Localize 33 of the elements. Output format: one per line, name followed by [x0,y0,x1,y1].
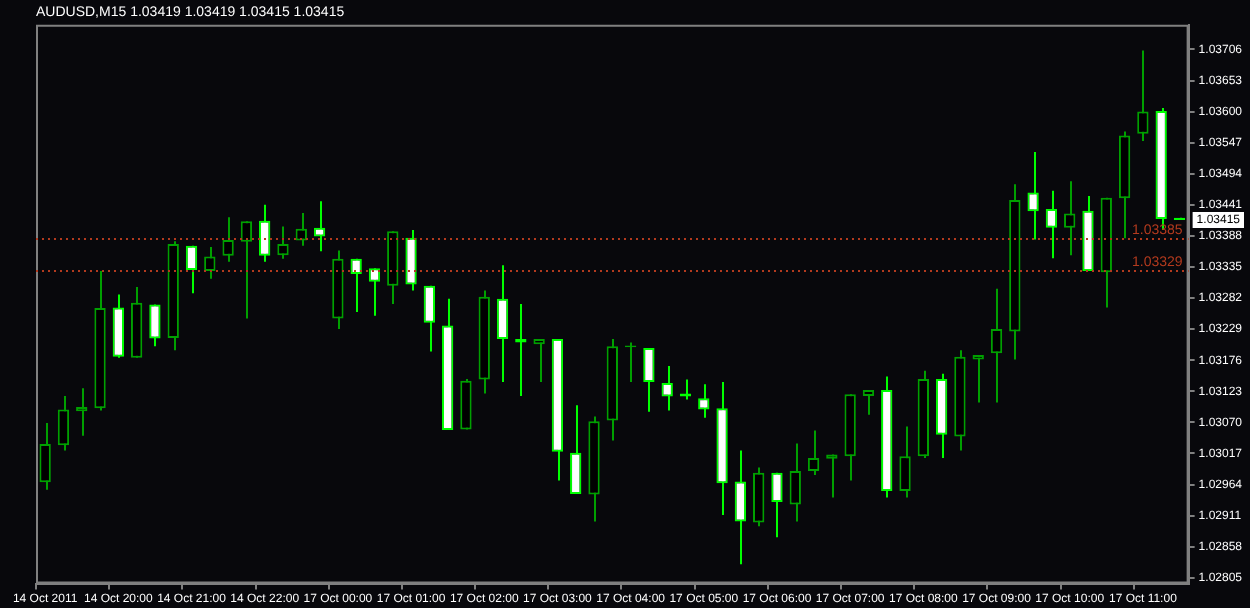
candlestick [807,429,820,477]
candlestick [39,421,51,491]
candlestick [222,216,234,263]
candlestick [295,212,307,247]
candlestick [771,471,783,539]
candlestick [240,220,253,320]
candlestick [789,442,801,523]
candlestick [259,203,271,263]
candlestick [204,246,216,280]
candlestick [1137,49,1149,142]
candlestick [423,284,436,353]
candlestick [368,267,381,317]
candlestick [1045,189,1058,260]
candlestick [405,229,417,292]
candlestick [496,264,509,383]
candlestick [570,404,582,495]
candlestick [1064,180,1076,257]
candlestick [643,346,655,413]
candlestick [661,365,673,412]
candlestick [899,425,911,499]
candlestick [460,377,472,431]
candlestick [185,244,198,295]
candlestick [753,466,765,528]
candlestick [972,353,984,404]
candlestick [112,293,124,359]
candlestick [862,389,875,416]
candlestick [277,225,289,260]
candlestick [149,303,161,348]
candlestick [1027,151,1039,241]
candlestick [57,394,70,452]
candlestick [698,383,710,419]
candlestick [990,287,1003,404]
candlestick [734,449,747,566]
